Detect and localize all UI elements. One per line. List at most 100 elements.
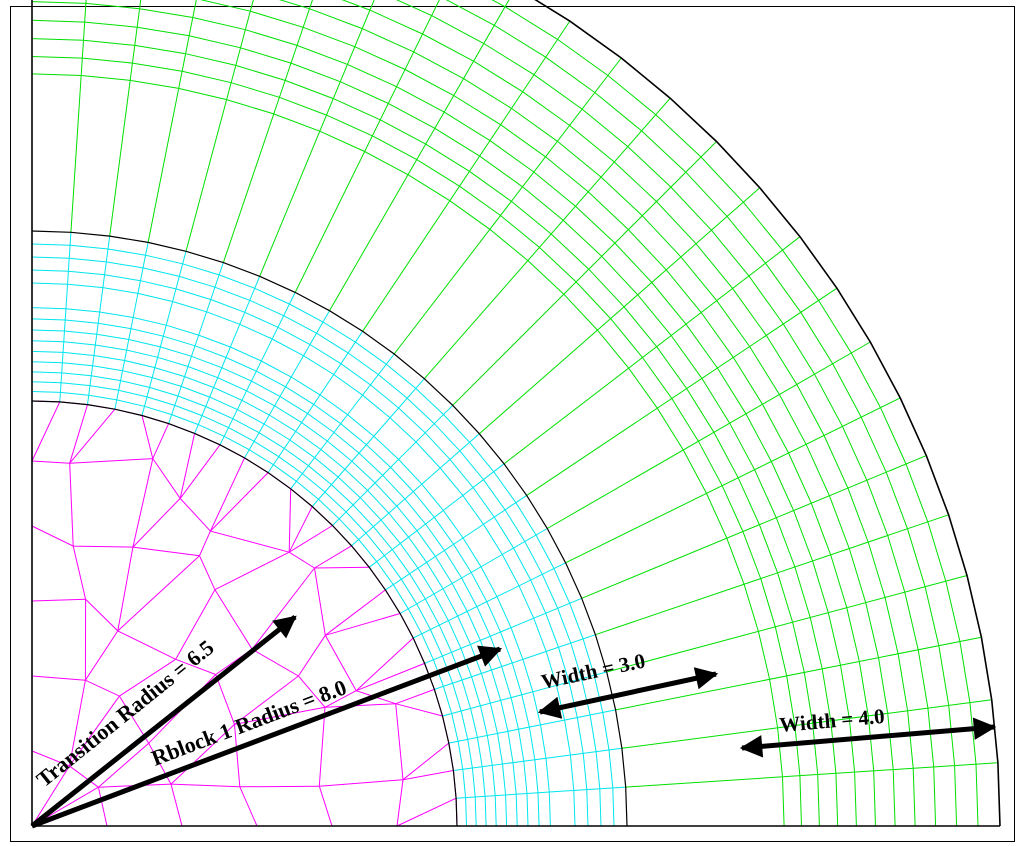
outer-ring-radial: [259, 0, 375, 277]
inner-block-spoke: [324, 589, 386, 636]
inner-block-spoke: [69, 404, 88, 464]
transition-ring-radial: [456, 790, 561, 799]
transition-ring-radial: [560, 786, 626, 792]
transition-ring-radial: [453, 756, 558, 771]
outer-ring-radial: [625, 762, 998, 788]
outer-ring-radial: [565, 397, 901, 564]
inner-block-spoke: [199, 530, 211, 556]
outer-ring-radial: [294, 0, 440, 293]
transition-ring-radial: [201, 262, 224, 325]
inner-block-spoke: [69, 463, 74, 547]
transition-ring-radial: [412, 591, 508, 639]
inner-block-spoke: [117, 547, 134, 631]
transition-ring-radial: [100, 236, 111, 301]
inner-block-spoke: [68, 680, 86, 767]
outer-ring-radial: [503, 236, 801, 465]
inner-block-spoke: [141, 415, 154, 459]
inner-block-spoke: [319, 779, 404, 787]
rblock-radius-label: Rblock 1 Radius = 8.0: [148, 674, 350, 770]
inner-block-spoke: [72, 545, 87, 600]
inner-block-spoke: [179, 444, 221, 499]
transition-ring-radial: [134, 242, 149, 307]
inner-block-spoke: [170, 783, 240, 788]
inner-block-spoke: [356, 662, 425, 692]
transition-ring-radial: [442, 688, 545, 717]
inner-block-spoke: [288, 488, 292, 553]
outer-ring-radial: [478, 187, 761, 435]
inner-block-spoke: [84, 630, 119, 681]
outer-ring-radial: [581, 455, 927, 599]
transition-ring-radial: [114, 306, 136, 410]
width-inner-label: Width = 3.0: [539, 648, 647, 693]
inner-block-ring: [31, 750, 108, 827]
inner-block-spoke: [297, 635, 326, 677]
inner-block-spoke: [239, 785, 320, 788]
inner-block-spoke: [117, 555, 200, 632]
inner-block-spoke: [152, 423, 170, 459]
transition-ring-radial: [311, 427, 382, 507]
inner-block-spoke: [31, 401, 61, 462]
inner-block-spoke: [170, 724, 235, 785]
outer-ring-mesh: [31, 0, 1000, 827]
transition-ring-radial: [351, 476, 431, 547]
transition-ring-radial: [168, 323, 203, 424]
inner-block-spoke: [132, 498, 181, 548]
outer-ring-radial: [393, 57, 622, 355]
inner-block-ring: [31, 675, 183, 827]
outer-ring-radial: [452, 141, 717, 406]
transition-ring-radial: [219, 350, 267, 446]
transition-ring-radial: [66, 232, 72, 298]
outer-ring-radial: [147, 0, 197, 243]
transition-ring-radial: [490, 528, 548, 562]
outer-ring-radial: [222, 0, 313, 263]
inner-block-spoke: [214, 551, 290, 591]
inner-block-ring: [31, 598, 258, 827]
inner-block-spoke: [175, 589, 216, 660]
transition-ring-radial: [296, 310, 330, 368]
transition-ring-radial: [430, 433, 480, 477]
outer-ring-radial: [329, 0, 510, 311]
transition-ring-radial: [234, 276, 261, 337]
transition-ring-radial: [141, 313, 170, 416]
transition-ring-radial: [452, 463, 505, 504]
transition-ring-radial: [326, 331, 364, 386]
transition-radius-arrow: [30, 615, 297, 828]
outer-ring-radial: [547, 341, 871, 529]
inner-block-spoke: [179, 433, 196, 499]
rblock-radius-arrow: [31, 645, 503, 829]
inner-block-spoke: [396, 797, 457, 827]
transition-ring-radial: [267, 385, 327, 473]
outer-ring-arc: [341, 0, 916, 827]
inner-block-spoke: [288, 525, 333, 553]
transition-ring-radial: [424, 622, 522, 664]
outer-ring-radial: [185, 0, 254, 252]
inner-block-spoke: [355, 637, 414, 692]
inner-block-spoke: [402, 770, 454, 781]
inner-block-spoke: [402, 742, 450, 781]
inner-block-spoke: [68, 695, 120, 767]
transition-ring-radial: [168, 251, 187, 315]
inner-block-spoke: [324, 690, 357, 708]
transition-ring-radial: [368, 503, 453, 568]
inner-block-spoke: [395, 688, 435, 705]
outer-ring-radial: [606, 575, 968, 673]
transition-ring-radial: [59, 297, 68, 402]
transition-ring-radial: [521, 597, 582, 624]
inner-block-boundary: [31, 400, 458, 827]
inner-block-spoke: [234, 706, 326, 725]
inner-block-spoke: [31, 765, 70, 827]
inner-block-spoke: [132, 458, 154, 548]
outer-ring-radial: [70, 0, 87, 233]
transition-ring-radial: [194, 336, 236, 434]
outer-ring-arc: [491, 0, 979, 827]
inner-block-spoke: [325, 613, 401, 636]
inner-block-spoke: [324, 703, 396, 708]
inner-block-spoke: [288, 506, 313, 553]
transition-ring-radial: [434, 655, 535, 690]
outer-boundary: [534, 0, 1001, 827]
outer-ring-radial: [423, 97, 671, 380]
transition-ring-radial: [354, 353, 395, 406]
inner-block-spoke: [69, 408, 116, 464]
outer-ring-radial: [595, 514, 949, 636]
